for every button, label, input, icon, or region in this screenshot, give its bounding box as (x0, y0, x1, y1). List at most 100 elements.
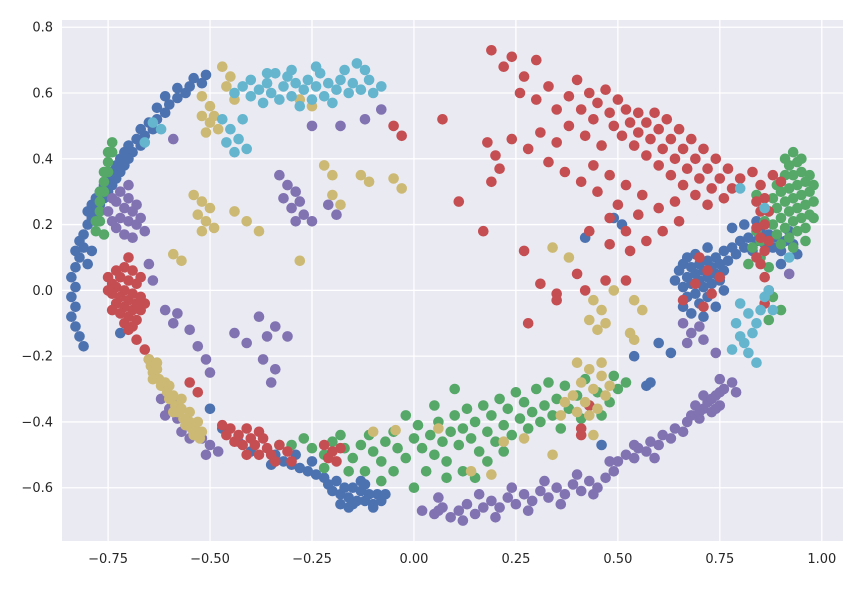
data-point (588, 114, 599, 125)
data-point (237, 114, 248, 125)
data-point (473, 446, 485, 457)
data-point (783, 232, 795, 243)
data-point (270, 321, 281, 332)
data-point (127, 265, 138, 276)
data-point (429, 449, 440, 461)
data-point (522, 505, 534, 516)
data-point (661, 114, 673, 125)
data-point (217, 114, 228, 125)
data-point (702, 242, 713, 253)
data-point (787, 216, 799, 227)
data-point (645, 436, 656, 448)
data-point (771, 229, 783, 240)
data-point (641, 117, 652, 128)
data-point (261, 331, 273, 342)
data-point (547, 242, 558, 253)
data-point (204, 367, 216, 378)
data-point (106, 216, 118, 227)
data-point (367, 426, 379, 438)
data-point (367, 87, 379, 99)
data-point (543, 156, 554, 168)
data-point (323, 452, 334, 464)
data-point (70, 262, 81, 273)
data-point (347, 452, 359, 464)
data-point (257, 97, 269, 109)
data-point (86, 245, 98, 257)
data-point (355, 439, 367, 451)
data-point (274, 94, 285, 105)
data-point (147, 275, 159, 286)
data-point (363, 74, 375, 86)
data-point (131, 199, 142, 211)
data-point (628, 452, 640, 464)
data-point (306, 216, 318, 227)
data-point (502, 403, 514, 415)
data-point (102, 206, 114, 217)
data-point (575, 176, 587, 188)
data-point (612, 456, 624, 467)
data-point (514, 413, 526, 424)
data-point (168, 406, 179, 418)
data-point (539, 400, 550, 411)
data-point (571, 74, 583, 86)
data-point (677, 179, 689, 191)
data-point (135, 212, 146, 224)
data-point (298, 433, 310, 444)
data-point (502, 492, 514, 503)
data-point (604, 212, 615, 224)
data-point (522, 423, 534, 434)
data-point (249, 439, 261, 451)
data-point (547, 449, 558, 461)
data-point (747, 166, 758, 178)
data-point (726, 344, 738, 355)
data-point (282, 331, 293, 342)
data-point (575, 429, 587, 441)
data-point (633, 127, 644, 138)
data-point (641, 446, 652, 457)
data-point (115, 327, 126, 339)
data-point (612, 199, 624, 211)
data-point (176, 255, 187, 267)
data-point (347, 77, 359, 89)
data-point (698, 301, 709, 313)
data-point (620, 449, 632, 461)
data-point (278, 456, 289, 467)
data-point (339, 64, 350, 76)
data-point (490, 150, 501, 161)
data-point (567, 479, 579, 490)
data-point (559, 380, 571, 392)
data-point (567, 390, 579, 401)
data-point (563, 120, 575, 132)
data-point (783, 206, 795, 217)
data-point (608, 285, 620, 296)
data-point (559, 396, 571, 408)
data-point (506, 482, 518, 494)
data-point (425, 429, 436, 441)
data-point (751, 318, 762, 329)
data-point (200, 127, 212, 138)
data-point (286, 456, 297, 467)
data-point (457, 515, 469, 526)
cluster-purple (102, 104, 795, 526)
data-point (718, 193, 730, 204)
data-point (335, 442, 346, 454)
data-point (147, 117, 159, 128)
data-point (257, 433, 269, 444)
data-point (339, 482, 350, 494)
data-point (102, 146, 114, 158)
data-point (469, 416, 481, 428)
data-point (490, 512, 501, 523)
data-point (119, 229, 130, 240)
data-point (592, 97, 603, 109)
data-point (596, 140, 607, 151)
data-point (559, 489, 571, 500)
data-point (726, 183, 738, 194)
data-point (318, 91, 330, 102)
data-point (604, 107, 615, 119)
data-point (196, 225, 208, 237)
data-point (579, 396, 591, 408)
data-point (229, 327, 240, 339)
data-point (253, 449, 265, 461)
data-point (294, 196, 306, 207)
x-tick-label: 0.75 (705, 552, 734, 567)
